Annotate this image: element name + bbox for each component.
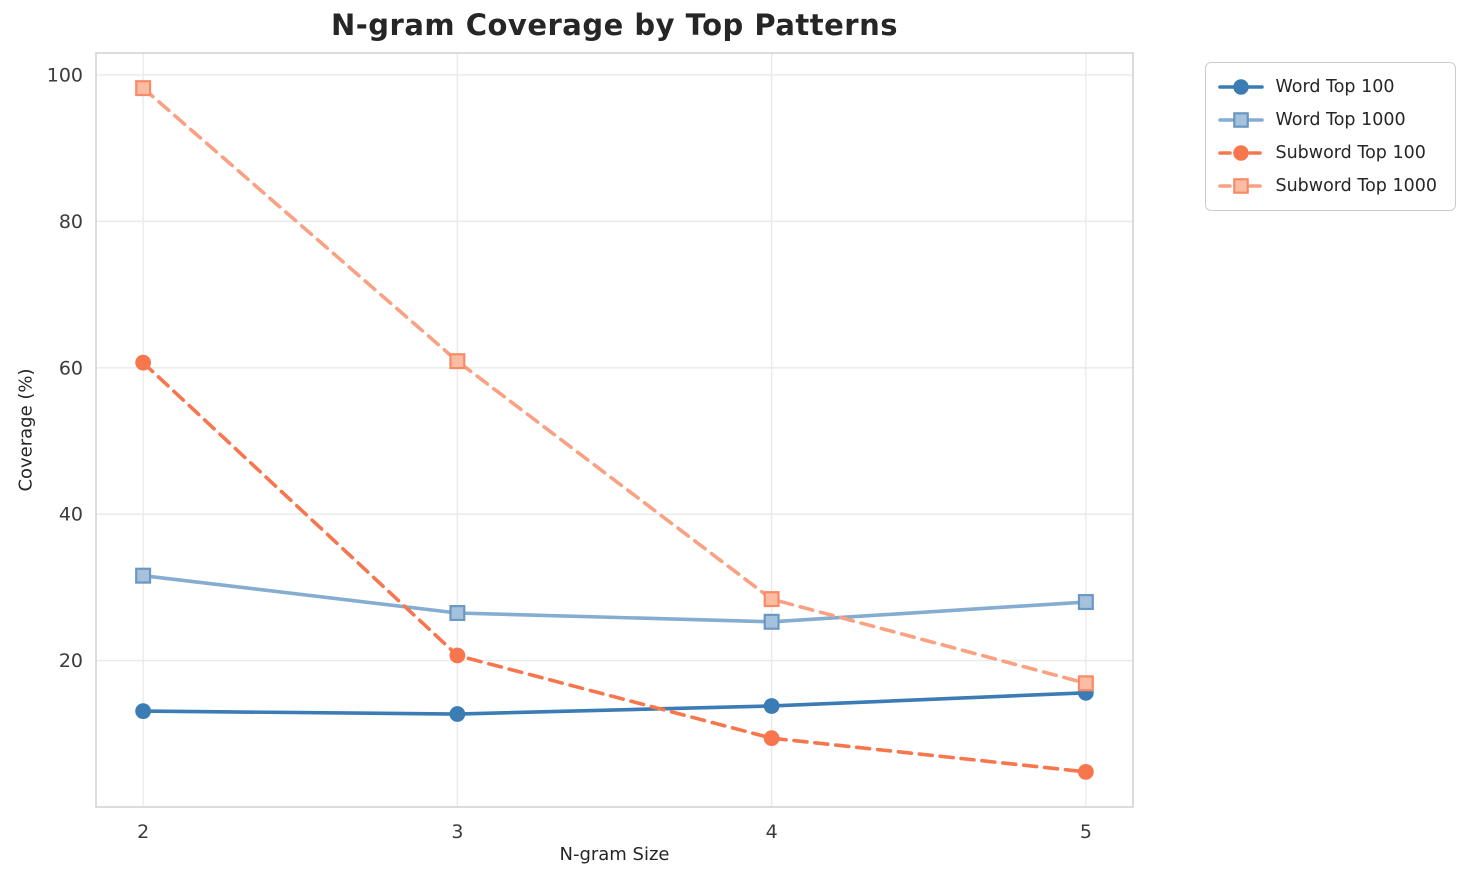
x-tick-label: 4 bbox=[766, 821, 778, 843]
x-tick-label: 5 bbox=[1080, 821, 1092, 843]
y-tick-label: 40 bbox=[59, 504, 83, 526]
legend-label: Subword Top 100 bbox=[1275, 143, 1426, 163]
chart-title: N-gram Coverage by Top Patterns bbox=[330, 8, 899, 42]
y-axis-label: Coverage (%) bbox=[15, 368, 37, 492]
series-marker-subword-top-100 bbox=[135, 354, 152, 371]
series-line-word-top-100 bbox=[141, 691, 1088, 716]
series-marker-subword-top-100 bbox=[1077, 763, 1094, 780]
legend-label: Word Top 1000 bbox=[1275, 110, 1406, 130]
series-line-word-top-1000 bbox=[141, 573, 1088, 624]
legend-marker bbox=[1233, 79, 1250, 95]
legend-marker bbox=[1233, 178, 1250, 194]
legend-item-subword-top-1000: Subword Top 1000 bbox=[1218, 173, 1437, 199]
x-axis-label: N-gram Size bbox=[559, 844, 670, 865]
series-marker-word-top-1000 bbox=[1077, 594, 1094, 611]
legend-marker bbox=[1233, 145, 1250, 161]
series-marker-word-top-1000 bbox=[135, 567, 152, 584]
series-marker-subword-top-1000 bbox=[449, 353, 466, 370]
series-marker-word-top-1000 bbox=[449, 605, 466, 622]
series-marker-subword-top-1000 bbox=[1077, 675, 1094, 692]
plot-spines bbox=[95, 52, 1134, 808]
legend-item-word-top-100: Word Top 100 bbox=[1218, 74, 1437, 100]
legend-item-word-top-1000: Word Top 1000 bbox=[1218, 107, 1437, 133]
series-marker-word-top-100 bbox=[763, 698, 780, 714]
y-tick-label: 80 bbox=[59, 211, 83, 233]
series-marker-subword-top-1000 bbox=[135, 80, 152, 97]
x-tick-label: 2 bbox=[137, 821, 149, 843]
legend-item-subword-top-100: Subword Top 100 bbox=[1218, 140, 1437, 166]
legend-handle-word-top-100 bbox=[1218, 79, 1265, 95]
series-line-subword-top-100 bbox=[141, 360, 1088, 774]
legend-handle-word-top-1000 bbox=[1218, 112, 1265, 128]
legend-label: Word Top 100 bbox=[1275, 77, 1395, 97]
series-marker-subword-top-100 bbox=[449, 647, 466, 664]
y-tick-label: 20 bbox=[59, 650, 83, 672]
series-marker-word-top-100 bbox=[135, 703, 152, 720]
series-marker-word-top-100 bbox=[449, 706, 466, 722]
y-tick-label: 100 bbox=[47, 64, 83, 86]
legend-label: Subword Top 1000 bbox=[1275, 176, 1437, 196]
series-marker-subword-top-1000 bbox=[763, 591, 780, 608]
series-marker-word-top-1000 bbox=[763, 613, 780, 630]
legend-marker bbox=[1233, 112, 1250, 128]
legend-handle-subword-top-1000 bbox=[1218, 178, 1265, 194]
x-tick-label: 3 bbox=[451, 821, 463, 843]
legend: Word Top 100 Word Top 1000 Subword Top 100… bbox=[1205, 62, 1456, 211]
series-marker-subword-top-100 bbox=[763, 730, 780, 747]
legend-handle-subword-top-100 bbox=[1218, 145, 1265, 161]
y-tick-label: 60 bbox=[59, 357, 83, 379]
series-line-subword-top-1000 bbox=[141, 86, 1088, 686]
